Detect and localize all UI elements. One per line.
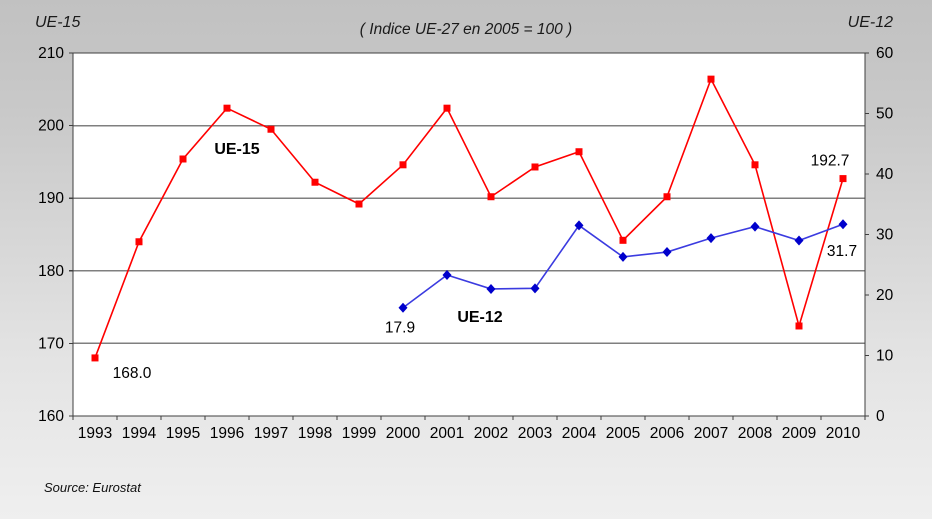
ue-15-marker xyxy=(619,236,627,244)
ue-12-marker xyxy=(398,302,408,313)
ue-12-marker xyxy=(530,283,540,294)
right-axis-tick-label: 30 xyxy=(876,227,894,244)
right-axis-tick-label: 0 xyxy=(876,408,885,425)
left-axis-tick-label: 210 xyxy=(38,45,64,62)
plot-background xyxy=(73,53,865,416)
point-label: 17.9 xyxy=(385,320,415,337)
point-label: 31.7 xyxy=(827,243,857,260)
ue-15-marker xyxy=(531,163,539,171)
right-axis-tick-label: 20 xyxy=(876,287,894,304)
ue-15-marker xyxy=(399,161,407,169)
right-axis-tick-label: 40 xyxy=(876,166,894,183)
left-axis-tick-label: 160 xyxy=(38,408,64,425)
ue-12-marker xyxy=(442,270,452,281)
ue-12-marker xyxy=(838,219,848,230)
left-axis-title: UE-15 xyxy=(35,14,81,31)
x-axis-tick-label: 2005 xyxy=(606,425,640,442)
ue-12-marker xyxy=(706,233,716,244)
point-label: 192.7 xyxy=(811,153,850,170)
x-axis-tick-label: 2010 xyxy=(826,425,861,442)
right-axis-tick-label: 60 xyxy=(876,45,894,62)
x-axis-tick-label: 2002 xyxy=(474,425,508,442)
x-axis-tick-label: 2008 xyxy=(738,425,772,442)
ue-15-marker xyxy=(311,178,319,186)
ue-12-marker xyxy=(662,247,672,258)
x-axis-tick-label: 1993 xyxy=(78,425,112,442)
right-axis-tick-label: 10 xyxy=(876,348,894,365)
x-axis-tick-label: 2006 xyxy=(650,425,684,442)
x-axis-tick-label: 2004 xyxy=(562,425,597,442)
left-axis-tick-label: 170 xyxy=(38,335,64,352)
ue-15-marker xyxy=(91,354,99,362)
ue-15-marker xyxy=(839,175,847,183)
x-axis-tick-label: 2001 xyxy=(430,425,464,442)
ue-12-marker xyxy=(750,221,760,232)
chart-title: ( Indice UE-27 en 2005 = 100 ) xyxy=(359,21,573,38)
x-axis-tick-label: 1995 xyxy=(166,425,200,442)
ue-15-marker xyxy=(575,148,583,156)
x-axis-tick-label: 1997 xyxy=(254,425,288,442)
ue-15-marker xyxy=(267,125,275,133)
ue-15-marker xyxy=(135,238,143,246)
x-axis-tick-label: 2009 xyxy=(782,425,816,442)
x-axis-tick-label: 2007 xyxy=(694,425,728,442)
x-axis-tick-label: 1999 xyxy=(342,425,376,442)
left-axis-tick-label: 200 xyxy=(38,118,64,135)
left-axis-tick-label: 180 xyxy=(38,263,64,280)
right-axis-title: UE-12 xyxy=(847,14,893,31)
source-note: Source: Eurostat xyxy=(44,480,141,495)
ue-15-marker xyxy=(707,75,715,83)
x-axis-tick-label: 1994 xyxy=(122,425,157,442)
ue-12-marker xyxy=(574,220,584,231)
ue-15-marker xyxy=(795,322,803,330)
ue-15-marker xyxy=(223,104,231,112)
x-axis-tick-label: 1998 xyxy=(298,425,332,442)
right-axis-tick-label: 50 xyxy=(876,106,894,123)
x-axis-tick-label: 2003 xyxy=(518,425,552,442)
ue-15-marker xyxy=(663,193,671,201)
ue-12-marker xyxy=(794,235,804,246)
ue-15-line xyxy=(94,77,844,359)
ue-12-marker xyxy=(618,251,628,262)
ue-15-series-label: UE-15 xyxy=(214,141,259,158)
left-axis-tick-label: 190 xyxy=(38,190,64,207)
ue-15-marker xyxy=(179,155,187,163)
x-axis-tick-label: 2000 xyxy=(386,425,421,442)
point-label: 168.0 xyxy=(113,365,152,382)
ue-12-marker xyxy=(486,283,496,294)
ue-12-series-label: UE-12 xyxy=(457,309,502,326)
x-axis-tick-label: 1996 xyxy=(210,425,244,442)
ue-15-marker xyxy=(355,200,363,208)
ue-15-marker xyxy=(751,161,759,169)
ue-15-marker xyxy=(443,104,451,112)
ue-15-marker xyxy=(487,193,495,201)
